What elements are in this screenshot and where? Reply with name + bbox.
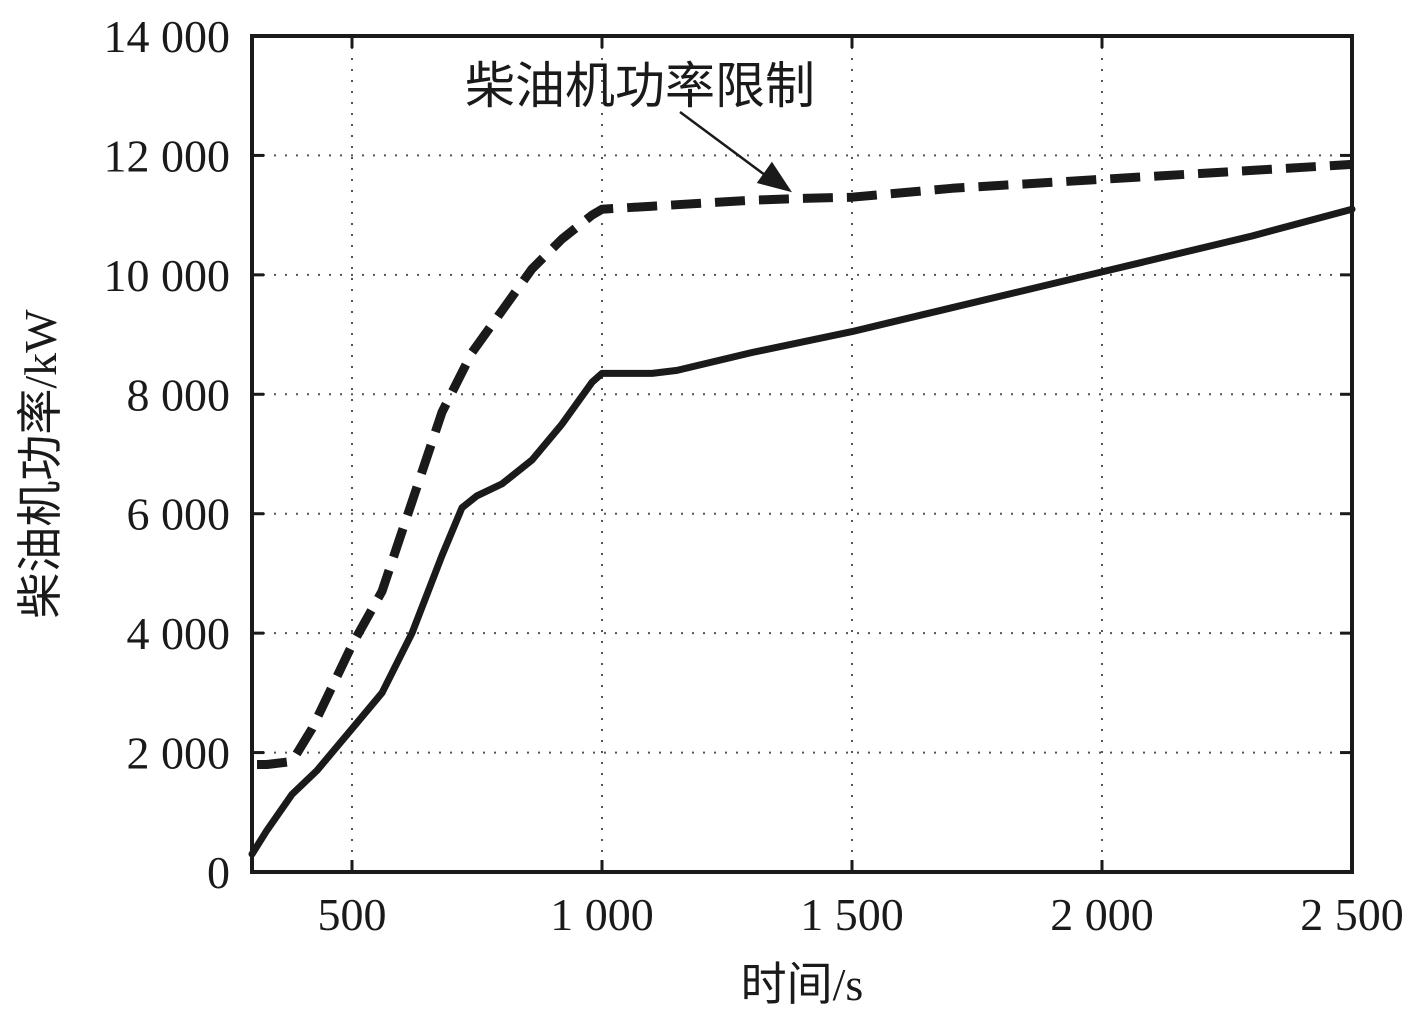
annotations: 柴油机功率限制 — [465, 58, 815, 193]
annotation-arrow-head — [756, 161, 792, 193]
annotation-label: 柴油机功率限制 — [465, 58, 815, 114]
y-tick-label: 12 000 — [104, 130, 231, 181]
y-tick-label: 10 000 — [104, 250, 231, 301]
grid-lines — [252, 35, 1353, 873]
series-group — [248, 159, 1356, 858]
tick-marks — [252, 34, 1354, 874]
y-tick-labels: 0 2 000 4 000 6 000 8 000 10 000 12 000 14 000 — [104, 11, 231, 898]
y-tick-label: 0 — [207, 847, 230, 898]
y-tick-label: 2 000 — [127, 728, 231, 779]
x-tick-label: 500 — [318, 889, 387, 940]
x-tick-label: 1 000 — [550, 889, 654, 940]
annotation-arrow-line — [679, 110, 773, 182]
series-power-limit-line — [257, 159, 1353, 769]
y-axis-label: 柴油机功率/kW — [15, 309, 66, 619]
x-tick-label: 2 000 — [1050, 889, 1154, 940]
y-tick-label: 6 000 — [127, 489, 231, 540]
x-tick-label: 2 500 — [1300, 889, 1404, 940]
y-tick-label: 8 000 — [127, 369, 231, 420]
x-tick-label: 1 500 — [800, 889, 904, 940]
x-axis-label: 时间/s — [741, 959, 864, 1010]
series-power-line — [248, 205, 1356, 858]
plot-frame — [250, 34, 1354, 874]
y-tick-label: 14 000 — [104, 11, 231, 62]
y-tick-label: 4 000 — [127, 608, 231, 659]
x-tick-labels: 500 1 000 1 500 2 000 2 500 — [318, 889, 1404, 940]
